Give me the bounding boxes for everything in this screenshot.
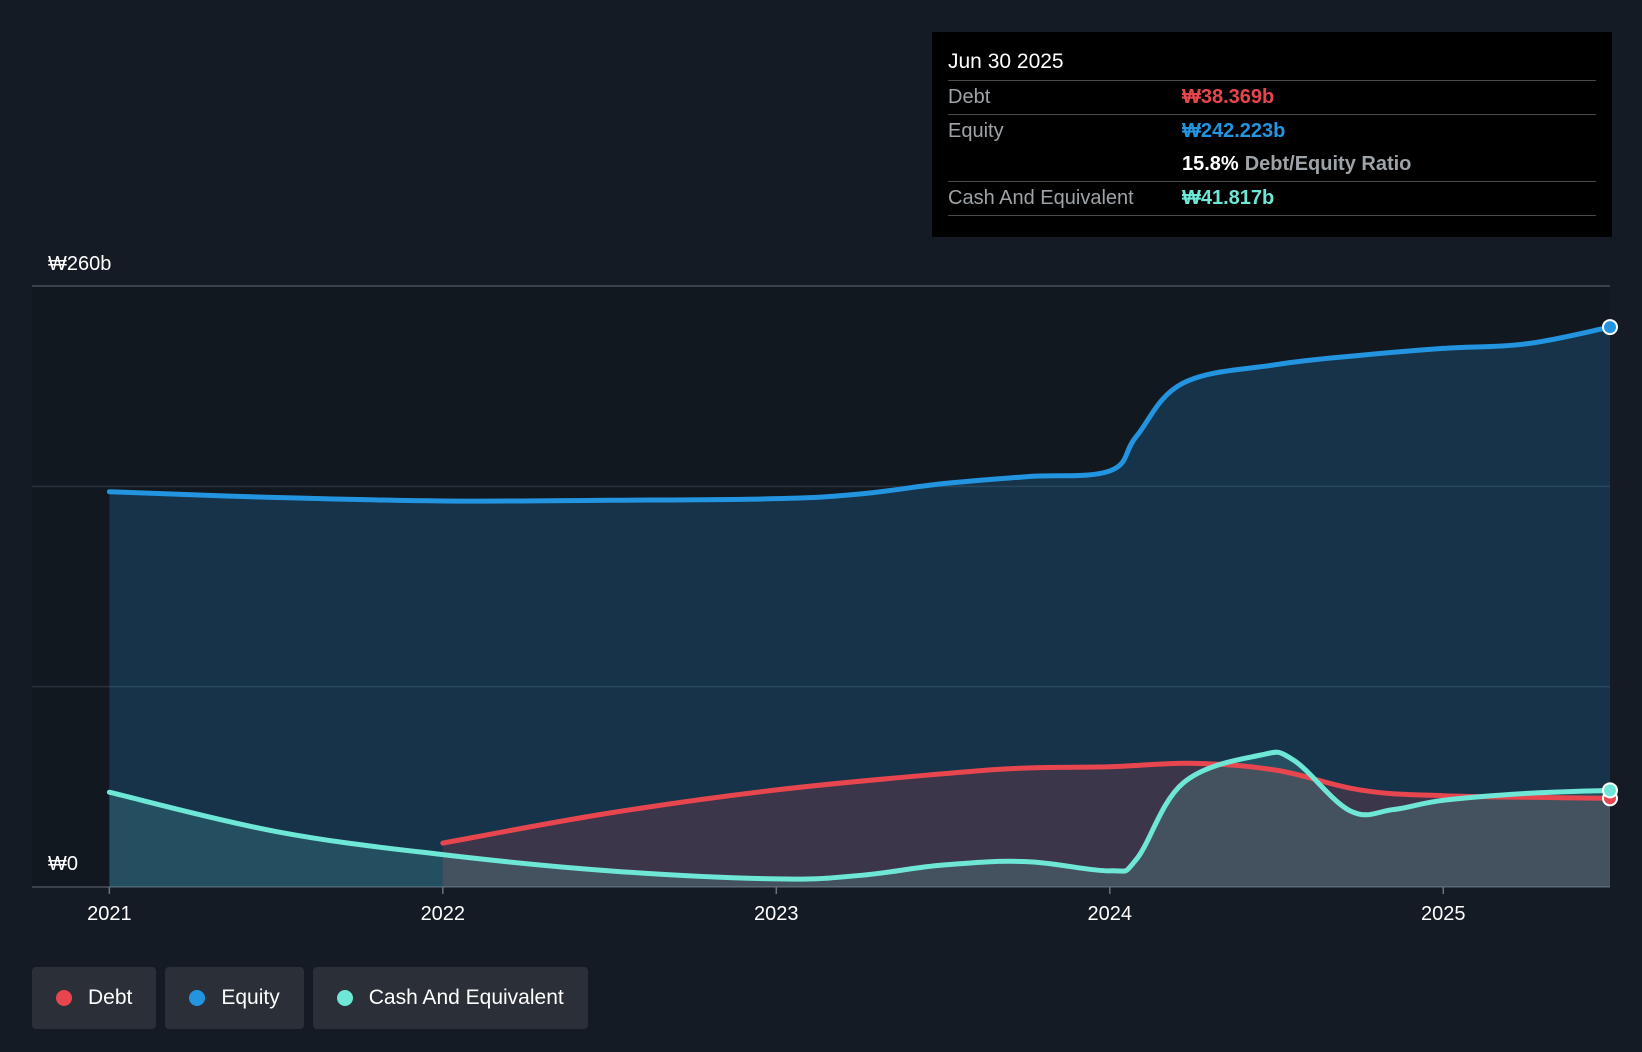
legend-label-debt: Debt (88, 986, 133, 1009)
marker-cash-and-equivalent (1602, 782, 1618, 799)
tooltip-row-ratio: 15.8% Debt/Equity Ratio (948, 148, 1596, 181)
tooltip-ratio-value: 15.8% (1182, 153, 1239, 175)
x-tick-label: 2025 (1421, 903, 1466, 925)
tooltip-equity-label: Equity (948, 120, 1004, 142)
legend-item-cash[interactable]: Cash And Equivalent (312, 967, 588, 1029)
tooltip-row-debt: Debt ₩38.369b (948, 80, 1596, 114)
series-areas (109, 327, 1611, 887)
tooltip-cash-label: Cash And Equivalent (948, 187, 1134, 209)
legend-item-equity[interactable]: Equity (165, 967, 304, 1029)
tooltip-equity-value: ₩242.223b (1182, 120, 1286, 142)
line-debt (440, 760, 1613, 846)
x-tick-label: 2022 (421, 903, 466, 925)
tooltip-cash-value: ₩41.817b (1182, 187, 1275, 209)
y-axis-label-min: ₩0 (48, 853, 78, 875)
tooltip-row-equity: Equity ₩242.223b (948, 114, 1596, 148)
legend-label-equity: Equity (221, 986, 280, 1009)
grid-lines (32, 285, 1610, 888)
tooltip-date: Jun 30 2025 (948, 50, 1064, 73)
legend-dot-equity (189, 990, 206, 1006)
tooltip-ratio-label: Debt/Equity Ratio (1244, 153, 1412, 175)
y-axis-label-max: ₩260b (48, 253, 111, 275)
tooltip-debt-label: Debt (948, 86, 991, 108)
tooltip-row-cash: Cash And Equivalent ₩41.817b (948, 181, 1596, 216)
area-equity (109, 327, 1610, 887)
line-equity (106, 324, 1613, 504)
legend-label-cash: Cash And Equivalent (368, 986, 564, 1009)
x-tick-label: 2021 (87, 903, 132, 925)
area-debt (442, 763, 1611, 887)
legend-item-debt[interactable]: Debt (32, 967, 157, 1029)
tooltip: Jun 30 2025 Debt ₩38.369b Equity ₩242.22… (932, 32, 1612, 237)
x-tick-label: 2023 (754, 903, 799, 925)
series-end-markers (1602, 319, 1618, 807)
area-cash-and-equivalent (109, 752, 1610, 887)
series-lines (106, 324, 1613, 882)
legend: Debt Equity Cash And Equivalent (32, 967, 588, 1029)
legend-dot-cash (336, 990, 353, 1006)
marker-equity (1602, 319, 1618, 336)
legend-dot-debt (56, 990, 72, 1006)
x-axis: 2021 2022 2023 2024 2025 (87, 887, 1466, 925)
x-tick-label: 2024 (1088, 903, 1133, 925)
line-cash-and-equivalent (106, 749, 1613, 882)
tooltip-debt-value: ₩38.369b (1182, 86, 1275, 108)
